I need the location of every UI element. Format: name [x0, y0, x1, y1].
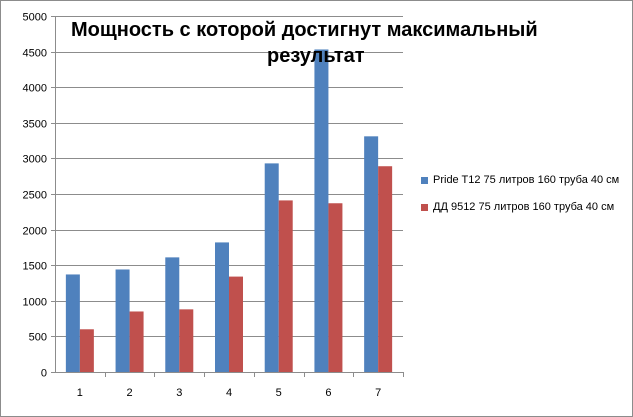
bar-series-2-cat-6 [328, 203, 343, 372]
y-tick-label: 500 [29, 332, 47, 344]
y-tick-label: 1000 [23, 297, 47, 309]
y-tick-label: 0 [41, 368, 47, 380]
bar-series-2-cat-3 [179, 309, 194, 372]
y-tick-label: 2000 [23, 226, 47, 238]
bar-series-2-cat-7 [378, 166, 393, 372]
chart-title: Мощность с которой достигнут максимальны… [71, 17, 571, 69]
legend-swatch-series-1 [421, 177, 428, 184]
bar-series-1-cat-1 [65, 274, 80, 372]
bar-series-1-cat-2 [115, 269, 130, 372]
y-tick-label: 3000 [23, 154, 47, 166]
chart-title-line-2: результат [267, 45, 365, 67]
bar-series-2-cat-2 [129, 311, 144, 372]
bar-series-1-cat-5 [264, 163, 279, 372]
y-tick-label: 2500 [23, 190, 47, 202]
x-tick-label: 1 [77, 387, 83, 399]
legend-swatch-series-2 [421, 204, 428, 211]
y-tick-label: 1500 [23, 261, 47, 273]
bar-series-1-cat-4 [215, 242, 229, 372]
y-tick-label: 4500 [23, 48, 47, 60]
bar-series-2-cat-4 [229, 276, 243, 372]
bar-series-1-cat-7 [364, 136, 379, 372]
x-tick-label: 4 [226, 387, 232, 399]
y-tick-label: 5000 [23, 12, 47, 24]
legend: Pride T12 75 литров 160 труба 40 см ДД 9… [421, 173, 626, 227]
x-tick-label: 6 [325, 387, 331, 399]
bar-series-1-cat-3 [165, 257, 180, 372]
x-tick-label: 3 [176, 387, 182, 399]
legend-item-series-2: ДД 9512 75 литров 160 труба 40 см [421, 200, 626, 214]
bar-series-2-cat-5 [278, 200, 293, 372]
x-tick-label: 5 [276, 387, 282, 399]
legend-label-series-2: ДД 9512 75 литров 160 труба 40 см [433, 201, 615, 213]
bar-series-1-cat-6 [314, 49, 329, 373]
legend-item-series-1: Pride T12 75 литров 160 труба 40 см [421, 173, 626, 187]
x-tick-label: 7 [375, 387, 381, 399]
x-tick-label: 2 [127, 387, 133, 399]
y-tick-label: 4000 [23, 83, 47, 95]
legend-label-series-1: Pride T12 75 литров 160 труба 40 см [433, 174, 620, 186]
chart-title-line-1: Мощность с которой достигнут максимальны… [71, 19, 538, 41]
bar-series-2-cat-1 [79, 329, 94, 372]
y-tick-label: 3500 [23, 119, 47, 131]
